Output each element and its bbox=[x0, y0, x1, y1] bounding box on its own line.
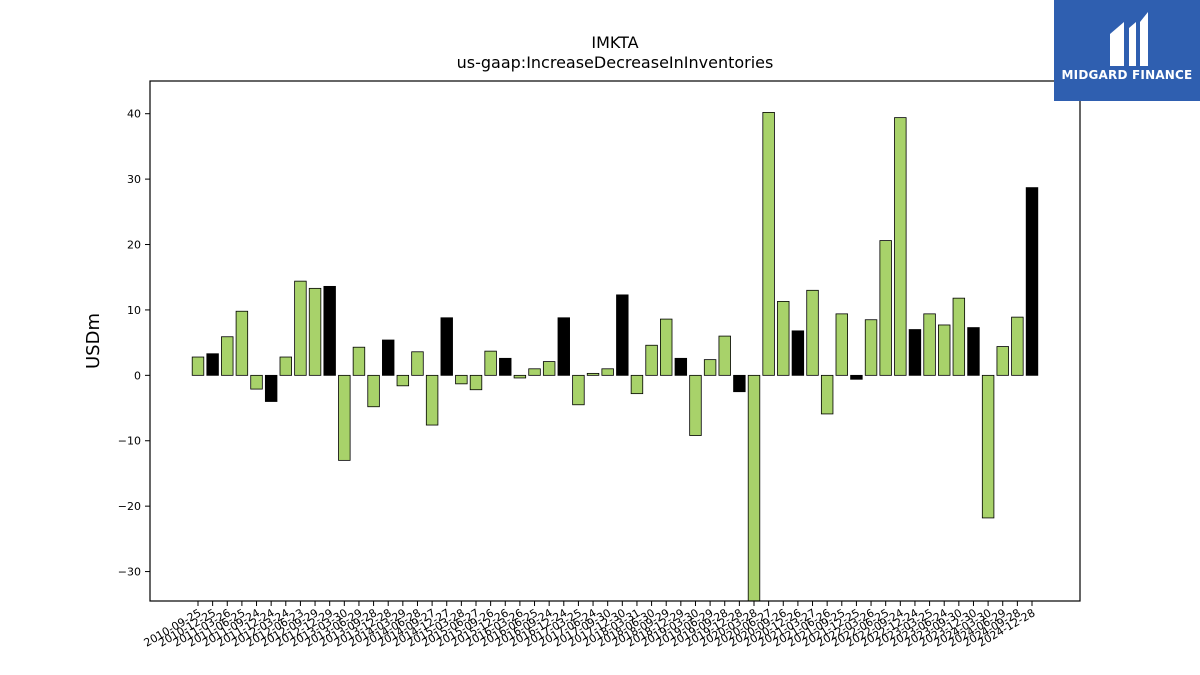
bar-2020-03-28 bbox=[747, 374, 761, 602]
bar-2021-06-26 bbox=[820, 374, 834, 415]
bar-2012-06-23 bbox=[294, 280, 307, 376]
bar-2017-09-30 bbox=[601, 368, 614, 376]
bar-2012-03-24 bbox=[279, 356, 292, 376]
bar-2024-12-28 bbox=[1025, 187, 1039, 376]
y-tick-label: 40 bbox=[127, 108, 141, 121]
bar-2019-03-30 bbox=[689, 374, 702, 436]
bar-2021-03-27 bbox=[806, 289, 819, 376]
bar-2018-03-31 bbox=[630, 374, 644, 395]
bar-2015-09-26 bbox=[484, 350, 497, 376]
bar-2022-12-24 bbox=[908, 329, 922, 376]
bar-2023-06-24 bbox=[938, 324, 951, 376]
bar-2020-12-26 bbox=[791, 330, 805, 376]
y-tick-label: −10 bbox=[118, 435, 141, 448]
bar-2012-09-29 bbox=[308, 287, 322, 376]
bar-2017-03-25 bbox=[572, 374, 585, 406]
bar-2022-03-26 bbox=[864, 319, 878, 376]
bar-2017-06-24 bbox=[586, 372, 600, 376]
bar-2022-06-25 bbox=[879, 240, 892, 376]
bar-2024-09-28 bbox=[1011, 316, 1024, 376]
plot-frame bbox=[149, 80, 1081, 602]
bar-2024-06-29 bbox=[996, 346, 1009, 376]
bar-2013-03-30 bbox=[338, 374, 351, 461]
bar-2020-06-27 bbox=[762, 112, 775, 376]
y-tick-label: 10 bbox=[127, 304, 141, 317]
bar-2014-12-27 bbox=[440, 317, 453, 376]
bar-2019-12-28 bbox=[733, 374, 746, 393]
bar-2023-03-25 bbox=[923, 313, 936, 376]
bar-2011-03-26 bbox=[221, 336, 234, 376]
y-axis: −30 −20 −10 0 10 20 30 40 bbox=[118, 108, 150, 579]
y-tick-label: −20 bbox=[118, 500, 141, 513]
bar-2012-12-29 bbox=[323, 285, 336, 376]
brand-logo: MIDGARD FINANCE bbox=[1054, 0, 1200, 101]
chart-title: IMKTA bbox=[591, 33, 638, 52]
bar-2018-06-30 bbox=[645, 344, 658, 376]
bar-2019-06-29 bbox=[703, 359, 717, 376]
bar-2010-09-25 bbox=[191, 356, 205, 376]
bar-2011-12-24 bbox=[264, 374, 278, 402]
bar-2021-09-25 bbox=[835, 313, 848, 376]
bar-2016-03-26 bbox=[513, 374, 527, 379]
bar-2018-12-29 bbox=[674, 357, 688, 376]
bar-2018-09-29 bbox=[660, 318, 673, 376]
bar-2016-06-25 bbox=[528, 368, 541, 376]
bar-2021-12-25 bbox=[850, 374, 863, 380]
plot-area bbox=[191, 112, 1039, 602]
x-axis: 2010-09-252010-12-252011-03-262011-06-25… bbox=[142, 601, 1038, 650]
bar-2011-09-24 bbox=[250, 374, 263, 390]
brand-name: MIDGARD FINANCE bbox=[1061, 68, 1193, 82]
bar-2014-09-27 bbox=[425, 374, 439, 426]
y-tick-label: 20 bbox=[127, 239, 141, 252]
bar-2013-09-28 bbox=[367, 374, 380, 408]
bar-2015-12-26 bbox=[499, 357, 512, 376]
bar-2022-09-24 bbox=[894, 117, 907, 376]
bar-2011-06-25 bbox=[235, 310, 249, 376]
bar-2010-12-25 bbox=[206, 353, 219, 376]
y-axis-label: USDm bbox=[83, 313, 104, 369]
bar-2015-03-28 bbox=[455, 374, 468, 385]
bar-2014-03-29 bbox=[396, 374, 410, 387]
bar-2014-06-28 bbox=[411, 351, 424, 376]
y-tick-label: 30 bbox=[127, 173, 141, 186]
bar-2015-06-27 bbox=[469, 374, 483, 391]
bar-2019-09-28 bbox=[718, 335, 731, 376]
bar-2023-12-30 bbox=[967, 327, 980, 376]
bar-2023-09-30 bbox=[952, 297, 966, 376]
bar-2016-09-24 bbox=[542, 361, 556, 376]
bar-2024-03-30 bbox=[981, 374, 995, 519]
bar-2017-12-30 bbox=[616, 294, 629, 376]
bar-2013-12-28 bbox=[382, 339, 395, 376]
bar-2020-09-26 bbox=[777, 301, 790, 376]
y-tick-label: 0 bbox=[134, 369, 141, 382]
chart-subtitle: us-gaap:IncreaseDecreaseInInventories bbox=[457, 53, 774, 72]
bar-2013-06-29 bbox=[352, 346, 366, 376]
y-tick-label: −30 bbox=[118, 566, 141, 579]
bar-2016-12-24 bbox=[557, 317, 570, 376]
midgard-logo-icon bbox=[1110, 12, 1148, 66]
